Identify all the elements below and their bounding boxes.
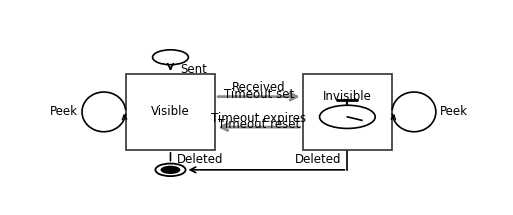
Text: Sent: Sent: [181, 63, 207, 76]
Text: Deleted: Deleted: [295, 153, 342, 166]
Bar: [126, 74, 215, 150]
Text: Timeout set: Timeout set: [224, 88, 294, 101]
Text: Timeout reset: Timeout reset: [218, 118, 300, 131]
Text: Timeout expires: Timeout expires: [211, 112, 306, 124]
Text: Deleted: Deleted: [176, 153, 223, 166]
Text: Peek: Peek: [50, 105, 78, 118]
Text: Received: Received: [232, 81, 286, 94]
Circle shape: [161, 166, 181, 174]
Text: Peek: Peek: [440, 105, 468, 118]
Text: Invisible: Invisible: [323, 91, 372, 103]
Text: Visible: Visible: [151, 105, 190, 118]
Bar: [303, 74, 392, 150]
